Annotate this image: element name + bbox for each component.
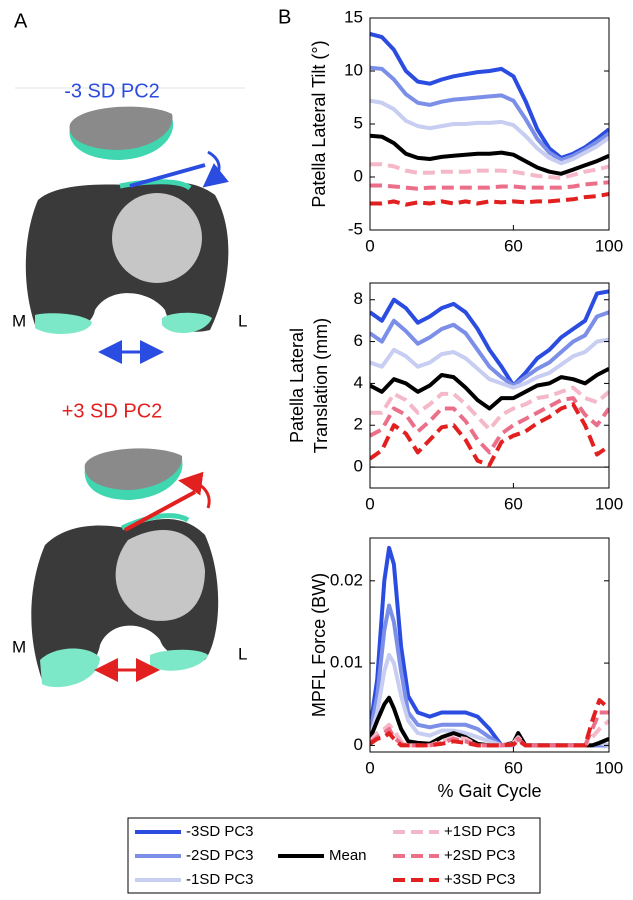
series-line — [370, 337, 609, 390]
series-line — [370, 289, 609, 388]
plot-lines — [370, 545, 609, 748]
panel-label: B — [278, 6, 291, 28]
y-tick-label: 10 — [344, 60, 363, 79]
x-tick-label: 100 — [595, 758, 623, 777]
knee-top — [25, 106, 229, 364]
lateral-label: L — [238, 644, 247, 663]
panel-a: A -3 SD PC2 M L +3 SD PC2 — [12, 10, 247, 688]
y-axis-label: Patella Lateral — [287, 328, 307, 443]
series-line — [370, 192, 609, 207]
panel-label: A — [14, 10, 28, 32]
series-line — [370, 698, 609, 748]
y-axis-label: Patella Lateral Tilt (°) — [309, 40, 329, 207]
y-tick-label: 2 — [354, 415, 363, 434]
y-tick-label: 8 — [354, 289, 363, 308]
x-tick-label: 100 — [595, 236, 623, 255]
y-tick-label: 5 — [354, 113, 363, 132]
y-tick-label: 15 — [344, 7, 363, 26]
legend-label: +3SD PC3 — [444, 871, 515, 888]
legend — [127, 817, 541, 894]
legend-label: -2SD PC3 — [186, 847, 254, 864]
x-tick-label: 60 — [504, 236, 523, 255]
x-tick-label: 0 — [365, 758, 374, 777]
x-axis-label: % Gait Cycle — [437, 781, 541, 801]
series-line — [370, 98, 609, 166]
x-tick-label: 0 — [365, 236, 374, 255]
series-line — [370, 367, 609, 411]
series-line — [370, 162, 609, 181]
y-tick-label: 0.01 — [330, 653, 363, 672]
legend-label: -1SD PC3 — [186, 871, 254, 888]
plot-frame — [369, 537, 610, 753]
series-line — [370, 180, 609, 191]
x-tick-label: 60 — [504, 758, 523, 777]
plot-frame — [369, 282, 610, 489]
plot-lines — [370, 31, 609, 207]
knee-bottom — [31, 448, 219, 688]
y-axis-label: MPFL Force (BW) — [309, 573, 329, 717]
medial-label: M — [12, 637, 26, 656]
series-line — [370, 310, 609, 388]
x-tick-label: 60 — [504, 494, 523, 513]
legend-label: +2SD PC3 — [444, 847, 515, 864]
y-tick-label: 0 — [354, 735, 363, 754]
series-line — [370, 402, 609, 467]
legend-label: +1SD PC3 — [444, 823, 515, 840]
series-line — [370, 65, 609, 162]
x-tick-label: 100 — [595, 494, 623, 513]
y-axis-label: Translation (mm) — [311, 318, 331, 453]
plot-lines — [370, 289, 609, 467]
y-tick-label: -5 — [348, 219, 363, 238]
y-tick-label: 0.02 — [330, 570, 363, 589]
y-tick-label: 0 — [354, 166, 363, 185]
legend-label: -3SD PC3 — [186, 823, 254, 840]
x-tick-label: 0 — [365, 494, 374, 513]
series-line — [370, 396, 609, 455]
medial-label: M — [12, 311, 26, 330]
legend-label: Mean — [329, 847, 367, 864]
y-tick-label: 0 — [354, 457, 363, 476]
shape-title: -3 SD PC2 — [64, 80, 160, 102]
y-tick-label: 6 — [354, 331, 363, 350]
series-line — [370, 133, 609, 176]
shape-title: +3 SD PC2 — [62, 400, 163, 422]
lateral-label: L — [238, 311, 247, 330]
y-tick-label: 4 — [354, 373, 363, 392]
